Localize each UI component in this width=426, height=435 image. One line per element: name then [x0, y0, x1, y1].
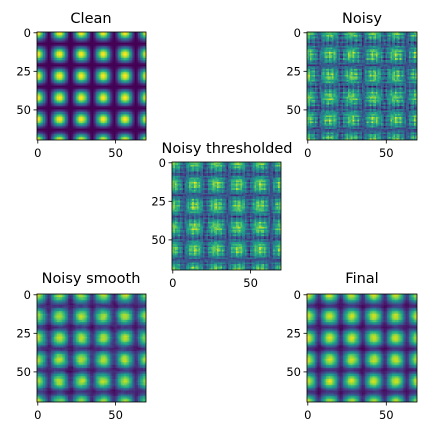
x-tick-label: 50: [108, 146, 123, 160]
y-axis: 0 25 50: [286, 288, 307, 379]
y-tick-label: 25: [286, 64, 301, 78]
heatmap-image: [37, 294, 146, 402]
axes-frame: [171, 161, 282, 271]
x-tick-label: 50: [243, 276, 258, 290]
axes-frame: [306, 31, 418, 141]
heatmap-canvas: [307, 32, 417, 140]
y-tick-label: 50: [16, 103, 31, 117]
x-axis: 0 50: [304, 140, 394, 160]
panel-noisy-thresholded: Noisy thresholded 0 50 0 25 50: [151, 141, 292, 290]
heatmap-canvas: [37, 32, 146, 140]
y-axis: 0 25 50: [16, 288, 37, 379]
panel-noisy: Noisy 0 50 0 25 50: [286, 11, 418, 160]
heatmap-image: [307, 294, 417, 402]
y-tick-label: 25: [151, 194, 166, 208]
x-tick-label: 0: [34, 408, 41, 422]
panel-noisy-smooth: Noisy smooth 0 50 0 25 50: [16, 271, 147, 422]
x-tick-label: 0: [169, 276, 176, 290]
x-axis: 0 50: [34, 402, 123, 422]
x-axis: 0 50: [34, 140, 123, 160]
x-axis: 0 50: [304, 402, 394, 422]
y-tick-label: 0: [294, 26, 301, 40]
y-tick-label: 25: [16, 326, 31, 340]
x-axis: 0 50: [169, 270, 258, 290]
heatmap-canvas: [307, 294, 417, 402]
x-tick-label: 50: [108, 408, 123, 422]
y-axis: 0 25 50: [286, 26, 307, 117]
axes-frame: [36, 31, 147, 141]
x-tick-label: 0: [34, 146, 41, 160]
y-tick-label: 50: [286, 365, 301, 379]
axes-frame: [306, 293, 418, 403]
y-tick-label: 50: [151, 233, 166, 247]
y-tick-label: 0: [24, 26, 31, 40]
x-tick-label: 50: [379, 146, 394, 160]
panel-title: Clean: [70, 11, 111, 27]
y-tick-label: 0: [159, 156, 166, 170]
x-tick-label: 0: [304, 408, 311, 422]
y-tick-label: 0: [24, 288, 31, 302]
panel-title: Noisy smooth: [42, 271, 141, 287]
heatmap-image: [307, 32, 417, 140]
x-tick-label: 0: [304, 146, 311, 160]
heatmap-image: [37, 32, 146, 140]
panel-final: Final 0 50 0 25 50: [286, 271, 418, 422]
y-axis: 0 25 50: [151, 156, 172, 247]
heatmap-canvas: [172, 162, 281, 270]
panel-title: Final: [345, 271, 378, 287]
panel-clean: Clean 0 50 0 25 50: [16, 11, 147, 160]
heatmap-image: [172, 162, 281, 270]
y-tick-label: 25: [286, 326, 301, 340]
y-tick-label: 50: [16, 365, 31, 379]
axes-frame: [36, 293, 147, 403]
x-tick-label: 50: [379, 408, 394, 422]
y-tick-label: 25: [16, 64, 31, 78]
y-tick-label: 0: [294, 288, 301, 302]
y-tick-label: 50: [286, 103, 301, 117]
heatmap-canvas: [37, 294, 146, 402]
panel-title: Noisy thresholded: [162, 141, 293, 157]
panel-title: Noisy: [342, 11, 382, 27]
y-axis: 0 25 50: [16, 26, 37, 117]
